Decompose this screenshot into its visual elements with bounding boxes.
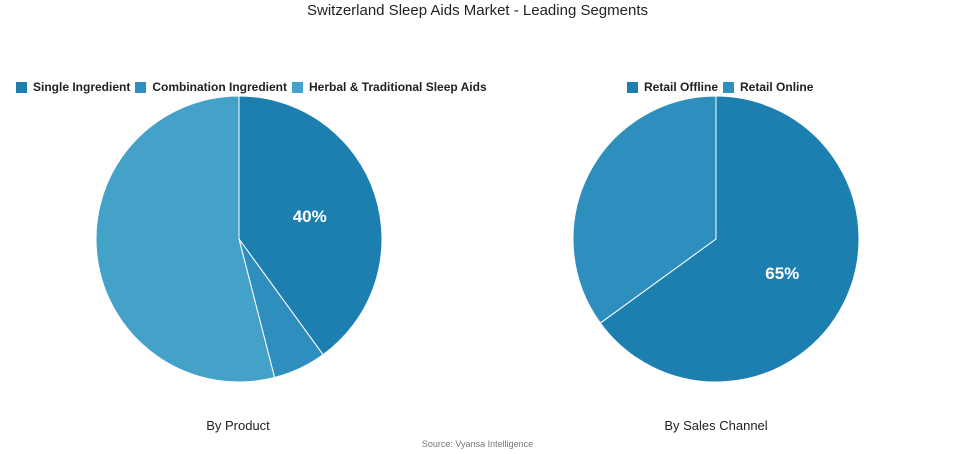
data-label: 40%: [293, 207, 327, 226]
caption-by-sales-channel: By Sales Channel: [664, 418, 768, 433]
legend-item-combination-ingredient: Combination Ingredient: [135, 80, 287, 94]
data-label: 65%: [765, 264, 799, 283]
pie-slice-retail-offline: [599, 95, 860, 383]
legend-label: Combination Ingredient: [152, 80, 288, 94]
legend-label: Retail Online: [740, 80, 814, 94]
legend-swatch: [16, 81, 27, 93]
pie-slice-herbal-traditional-sleep-aids: [95, 95, 276, 383]
legend-item-single-ingredient: Single Ingredient: [16, 80, 130, 94]
pie-slice-single-ingredient: [238, 95, 383, 356]
pie-slice-retail-online: [572, 95, 717, 324]
legend-swatch: [292, 81, 304, 93]
legend-item-retail-online: Retail Online: [723, 80, 813, 94]
legend-item-herbal-traditional-sleep-aids: Herbal & Traditional Sleep Aids: [292, 80, 487, 94]
source-note: Source: Vyansa Intelligence: [421, 439, 534, 449]
legend-by-sales-channel: Retail Offline Retail Online: [627, 80, 818, 94]
chart-title: Switzerland Sleep Aids Market - Leading …: [306, 2, 648, 19]
legend-item-retail-offline: Retail Offline: [627, 80, 718, 94]
legend-swatch: [723, 81, 735, 93]
caption-by-product: By Product: [206, 418, 270, 433]
legend-label: Single Ingredient: [33, 80, 131, 94]
legend-label: Retail Offline: [644, 80, 719, 94]
legend-label: Herbal & Traditional Sleep Aids: [309, 80, 487, 94]
legend-swatch: [627, 81, 638, 93]
legend-by-product: Single Ingredient Combination Ingredient H…: [16, 80, 492, 94]
legend-swatch: [135, 81, 147, 93]
